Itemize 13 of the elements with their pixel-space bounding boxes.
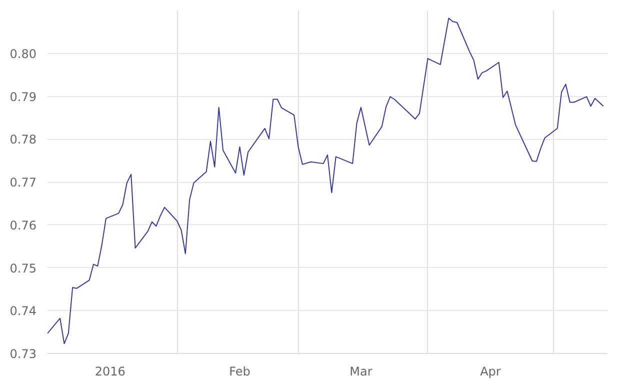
x-tick-label: Feb xyxy=(229,364,250,378)
y-tick-label: 0.75 xyxy=(10,261,36,276)
y-tick-label: 0.78 xyxy=(10,132,36,147)
line-series xyxy=(48,18,604,344)
y-tick-label: 0.80 xyxy=(10,46,36,61)
y-tick-label: 0.76 xyxy=(10,218,36,232)
y-tick-label: 0.77 xyxy=(10,176,36,190)
x-tick-label: Mar xyxy=(350,364,372,378)
x-tick-label: 2016 xyxy=(94,364,126,378)
y-tick-label: 0.79 xyxy=(10,90,36,104)
y-tick-label: 0.74 xyxy=(10,304,36,318)
x-tick-label: Apr xyxy=(480,364,501,378)
y-tick-label: 0.73 xyxy=(10,347,36,361)
